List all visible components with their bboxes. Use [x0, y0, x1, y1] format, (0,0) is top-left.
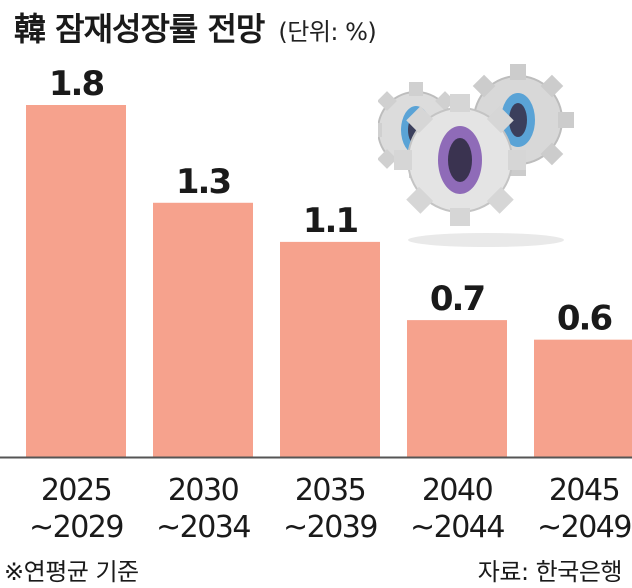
- source-label: 자료: 한국은행: [477, 558, 623, 586]
- x-tick-label: 2025: [41, 473, 111, 508]
- x-tick-label: ~2039: [283, 510, 377, 545]
- data-label: 1.1: [303, 201, 358, 241]
- bar: [153, 202, 253, 457]
- x-tick-label: ~2029: [29, 510, 123, 545]
- unit-label: (단위: %): [278, 18, 377, 46]
- gears-icon: [378, 64, 574, 247]
- bar: [534, 339, 632, 457]
- bar: [26, 105, 126, 457]
- footnote: ※연평균 기준: [4, 558, 139, 586]
- data-label: 0.6: [557, 299, 612, 339]
- chart-header: 韓 잠재성장률 전망 (단위: %): [14, 4, 377, 54]
- data-label: 1.8: [49, 64, 104, 104]
- x-tick-label: 2045: [549, 473, 619, 508]
- x-tick-label: ~2034: [156, 510, 250, 545]
- x-tick-label: 2030: [168, 473, 239, 508]
- x-tick-label: ~2044: [410, 510, 504, 545]
- chart-title: 韓 잠재성장률 전망: [14, 10, 265, 48]
- data-label: 0.7: [430, 279, 484, 319]
- bar: [280, 241, 380, 457]
- x-tick-label: 2040: [422, 473, 493, 508]
- x-tick-label: ~2049: [537, 510, 631, 545]
- bar: [407, 320, 507, 457]
- x-tick-label: 2035: [295, 473, 365, 508]
- data-label: 1.3: [176, 162, 230, 202]
